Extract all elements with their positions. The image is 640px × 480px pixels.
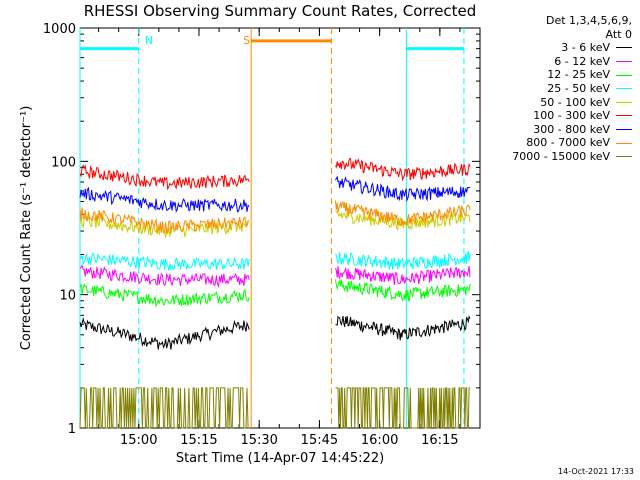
y-tick-label: 10 (59, 289, 76, 304)
legend-swatch (616, 74, 632, 76)
legend-swatch (616, 142, 632, 144)
series-line (335, 279, 471, 302)
legend-item: 3 - 6 keV (512, 41, 632, 55)
y-tick-label: 1 (68, 422, 76, 437)
legend-item: 100 - 300 keV (512, 109, 632, 123)
legend-item: 12 - 25 keV (512, 68, 632, 82)
x-tick-label: 15:45 (301, 433, 338, 448)
legend-label: 100 - 300 keV (533, 109, 610, 123)
x-tick-label: 15:15 (180, 433, 217, 448)
legend-swatch (616, 115, 632, 117)
legend-swatch (616, 61, 632, 63)
series-line (335, 266, 471, 285)
chart-title: RHESSI Observing Summary Count Rates, Co… (83, 2, 477, 20)
y-tick-label: 1000 (43, 22, 76, 37)
legend-swatch (616, 129, 632, 131)
series-line (335, 387, 470, 429)
legend-item: 7000 - 15000 keV (512, 150, 632, 164)
legend-label: 25 - 50 keV (547, 81, 610, 95)
legend-header-line-2: Att 0 (605, 27, 632, 41)
legend-header-line-1: Det 1,3,4,5,6,9, (545, 14, 632, 27)
legend-swatch (616, 88, 632, 90)
legend-swatch (616, 156, 632, 158)
legend: Det 1,3,4,5,6,9, Att 0 3 - 6 keV 6 - 12 k… (512, 14, 632, 164)
legend-label: 300 - 800 keV (533, 122, 610, 136)
x-tick-label: 16:00 (361, 433, 398, 448)
night-label: N (145, 34, 153, 47)
y-axis-label: Corrected Count Rate (s⁻¹ detector⁻¹) (19, 106, 34, 351)
timestamp: 14-Oct-2021 17:33 (558, 467, 634, 476)
legend-item: 25 - 50 keV (512, 82, 632, 96)
series-line (79, 207, 250, 234)
series-line (335, 200, 471, 227)
legend-label: 50 - 100 keV (540, 95, 610, 109)
legend-label: 12 - 25 keV (547, 68, 610, 82)
legend-swatch (616, 101, 632, 103)
legend-item: 800 - 7000 keV (512, 136, 632, 150)
legend-label: 6 - 12 keV (554, 54, 610, 68)
legend-swatch (616, 47, 632, 49)
legend-item: 6 - 12 keV (512, 55, 632, 69)
series-line (335, 209, 471, 232)
legend-rows: 3 - 6 keV 6 - 12 keV 12 - 25 keV 25 - 50 ke… (512, 41, 632, 163)
legend-item: 300 - 800 keV (512, 123, 632, 137)
x-tick-label: 16:15 (421, 433, 458, 448)
series-line (79, 164, 250, 191)
series-line (335, 314, 471, 341)
y-tick-label: 100 (51, 155, 76, 170)
series-line (79, 283, 250, 308)
saa-label: S (243, 34, 250, 47)
series-line (79, 264, 250, 288)
series-line (335, 175, 471, 203)
series-line (335, 249, 471, 270)
series-line (79, 252, 250, 271)
series-line (79, 316, 250, 350)
series-line (79, 387, 250, 429)
x-tick-label: 15:00 (120, 433, 157, 448)
series-line (335, 157, 471, 182)
series-line (79, 186, 250, 213)
legend-label: 3 - 6 keV (561, 41, 610, 55)
x-tick-label: 15:30 (240, 433, 277, 448)
series-line (79, 214, 250, 238)
legend-label: 7000 - 15000 keV (512, 149, 610, 163)
legend-item: 50 - 100 keV (512, 96, 632, 110)
x-axis-label: Start Time (14-Apr-07 14:45:22) (176, 451, 384, 466)
legend-label: 800 - 7000 keV (526, 136, 610, 150)
